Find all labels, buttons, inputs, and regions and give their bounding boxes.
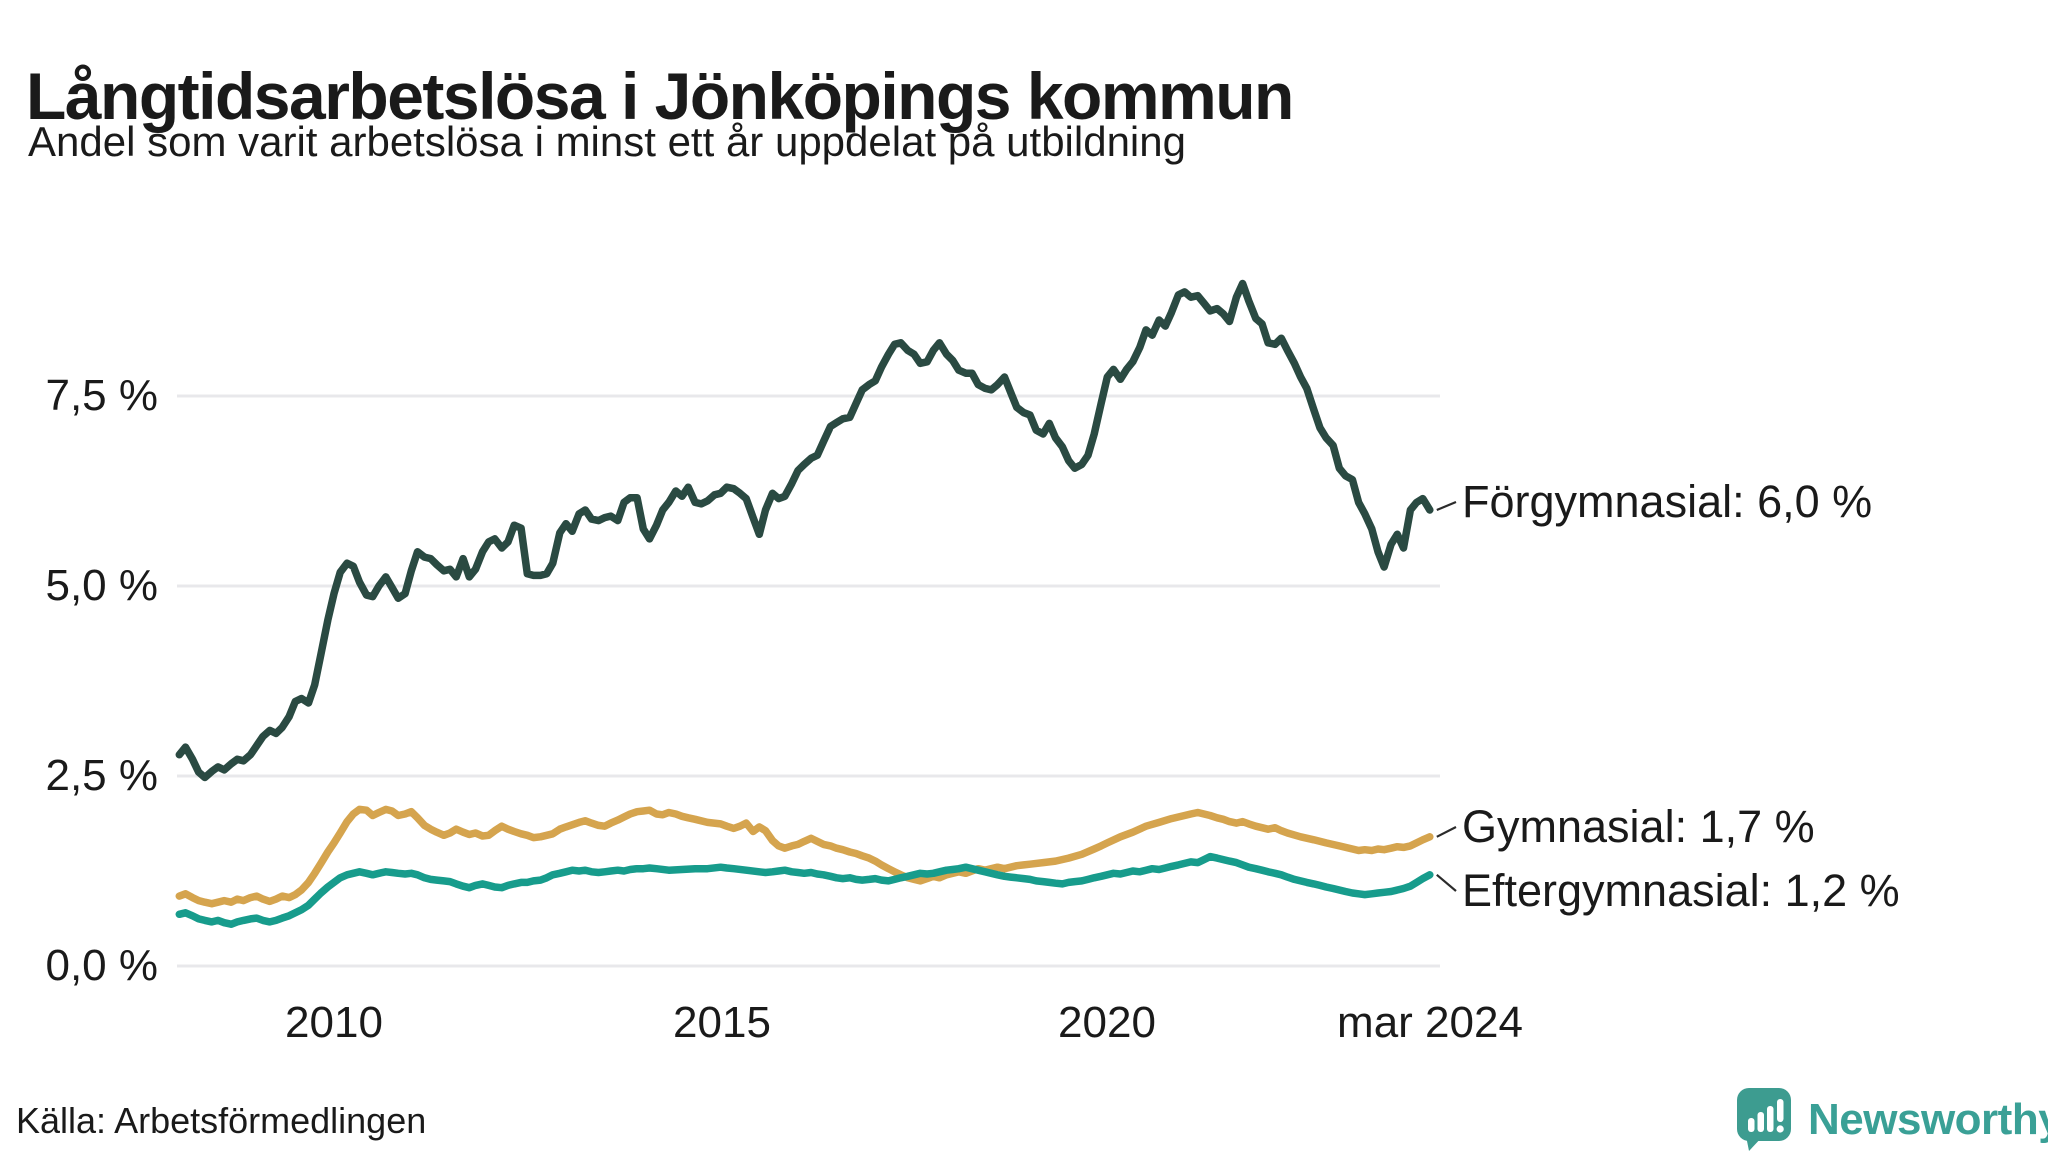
label-connector-eftergymnasial [1436,873,1457,892]
newsworthy-wordmark: Newsworthy [1808,1095,2048,1144]
y-axis-tick-0-0: 0,0 % [45,941,158,990]
series-line-gymnasial [175,805,1434,908]
y-axis-tick-2-5: 2,5 % [45,751,158,800]
source-attribution: Källa: Arbetsförmedlingen [16,1100,427,1141]
x-axis-tick-2020: 2020 [1058,998,1156,1047]
label-connector-förgymnasial [1436,500,1457,512]
series-line-förgymnasial [175,279,1434,782]
newsworthy-logo[interactable]: Newsworthy [1736,1088,2048,1152]
series-line-eftergymnasial [175,852,1434,928]
chart-subtitle: Andel som varit arbetslösa i minst ett å… [28,118,1186,165]
y-axis-tick-7-5: 7,5 % [45,371,158,420]
x-axis-tick-2015: 2015 [673,998,771,1047]
series-end-label-forgymnasial: Förgymnasial: 6,0 % [1462,476,1873,527]
x-axis-tick-mar-2024: mar 2024 [1337,998,1523,1047]
y-axis-tick-5-0: 5,0 % [45,561,158,610]
series-end-label-eftergymnasial: Eftergymnasial: 1,2 % [1462,865,1900,916]
series-end-label-gymnasial: Gymnasial: 1,7 % [1462,801,1815,852]
chart-title: Långtidsarbetslösa i Jönköpings kommun [26,59,1294,134]
label-connector-gymnasial [1436,826,1457,838]
x-axis-tick-2010: 2010 [285,998,383,1047]
newsworthy-bubble-icon [1737,1088,1791,1151]
